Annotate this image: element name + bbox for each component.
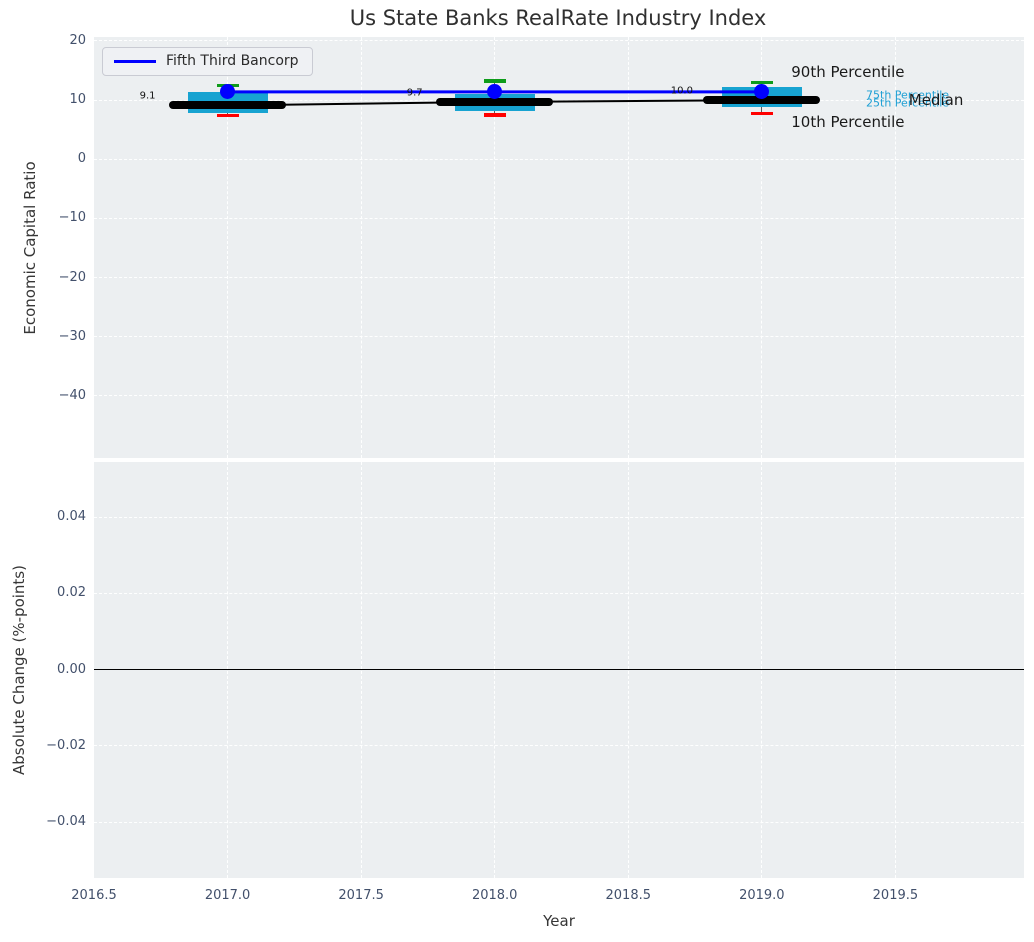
- x-tick-label: 2018.5: [605, 888, 652, 903]
- p10-cap: [216, 113, 239, 118]
- gridline-vertical: [494, 37, 496, 458]
- 75th-percentile-label: 75th Percentile: [866, 88, 950, 102]
- x-tick-label: 2018.0: [471, 888, 518, 903]
- median-value-label: 10.0: [670, 85, 693, 97]
- x-tick-label: 2017.0: [204, 888, 251, 903]
- y-tick-label: −30: [58, 328, 86, 344]
- gridline-horizontal: [94, 592, 1024, 594]
- company-dot: [220, 84, 236, 100]
- gridline-horizontal: [94, 745, 1024, 747]
- gridline-vertical: [360, 37, 362, 458]
- 25th-percentile-label: 25th Percentile: [866, 96, 950, 110]
- y-tick-label: 0.02: [57, 585, 86, 601]
- legend: Fifth Third Bancorp: [102, 47, 313, 76]
- 90th-percentile-label: 90th Percentile: [791, 62, 905, 81]
- y-tick-label: −0.02: [46, 737, 86, 753]
- x-tick-label: 2016.5: [71, 888, 117, 903]
- p10-cap: [483, 113, 506, 117]
- gridline-vertical: [627, 37, 629, 458]
- legend-line-swatch: [114, 59, 156, 63]
- gridline-horizontal: [94, 217, 1024, 219]
- gridline-horizontal: [94, 395, 1024, 397]
- gridline-horizontal: [94, 516, 1024, 518]
- gridline-vertical: [761, 37, 763, 458]
- x-tick-label: 2019.0: [739, 888, 785, 903]
- gridline-vertical: [627, 462, 629, 878]
- gridline-horizontal: [94, 277, 1024, 279]
- median-capsule: [436, 97, 554, 106]
- top-plot-area: 9.1 9.7 10.0 90th Percentile 75th Percentile…: [94, 37, 1024, 458]
- gridline-horizontal: [94, 821, 1024, 823]
- x-tick-label: 2017.5: [338, 888, 384, 903]
- gridline-vertical: [360, 462, 362, 878]
- bottom-plot-area: [94, 462, 1024, 878]
- zero-line: [94, 668, 1024, 670]
- y-tick-label: 0.04: [57, 509, 86, 524]
- median-value-label: 9.7: [406, 87, 423, 99]
- y-tick-label: −0.04: [46, 814, 86, 829]
- top-y-axis-label: Economic Capital Ratio: [21, 161, 39, 335]
- median-value-label: 9.1: [139, 90, 156, 102]
- gridline-vertical: [227, 37, 229, 458]
- chart-title: Us State Banks RealRate Industry Index: [349, 6, 767, 30]
- gridline-horizontal: [94, 40, 1024, 42]
- y-tick-label: 0: [77, 151, 86, 167]
- y-tick-label: 20: [69, 32, 86, 48]
- p90-cap: [750, 80, 773, 85]
- x-axis-label: Year: [543, 912, 575, 930]
- y-tick-label: 0.00: [57, 661, 86, 677]
- 10th-percentile-label: 10th Percentile: [791, 113, 905, 132]
- x-tick-label: 2019.5: [872, 888, 919, 903]
- y-tick-label: −40: [58, 387, 86, 403]
- gridline-vertical: [761, 462, 763, 878]
- legend-label: Fifth Third Bancorp: [166, 53, 299, 69]
- gridline-horizontal: [94, 158, 1024, 160]
- median-label: Median: [908, 90, 964, 109]
- gridline-vertical: [894, 37, 896, 458]
- gridline-vertical: [227, 462, 229, 878]
- y-tick-label: −10: [58, 210, 86, 226]
- y-tick-label: 10: [69, 92, 86, 108]
- p90-cap: [483, 79, 506, 83]
- gridline-vertical: [894, 462, 896, 878]
- gridline-vertical: [494, 462, 496, 878]
- median-capsule: [169, 101, 287, 110]
- p10-cap: [750, 111, 773, 116]
- gridline-horizontal: [94, 336, 1024, 338]
- y-tick-label: −20: [58, 269, 86, 285]
